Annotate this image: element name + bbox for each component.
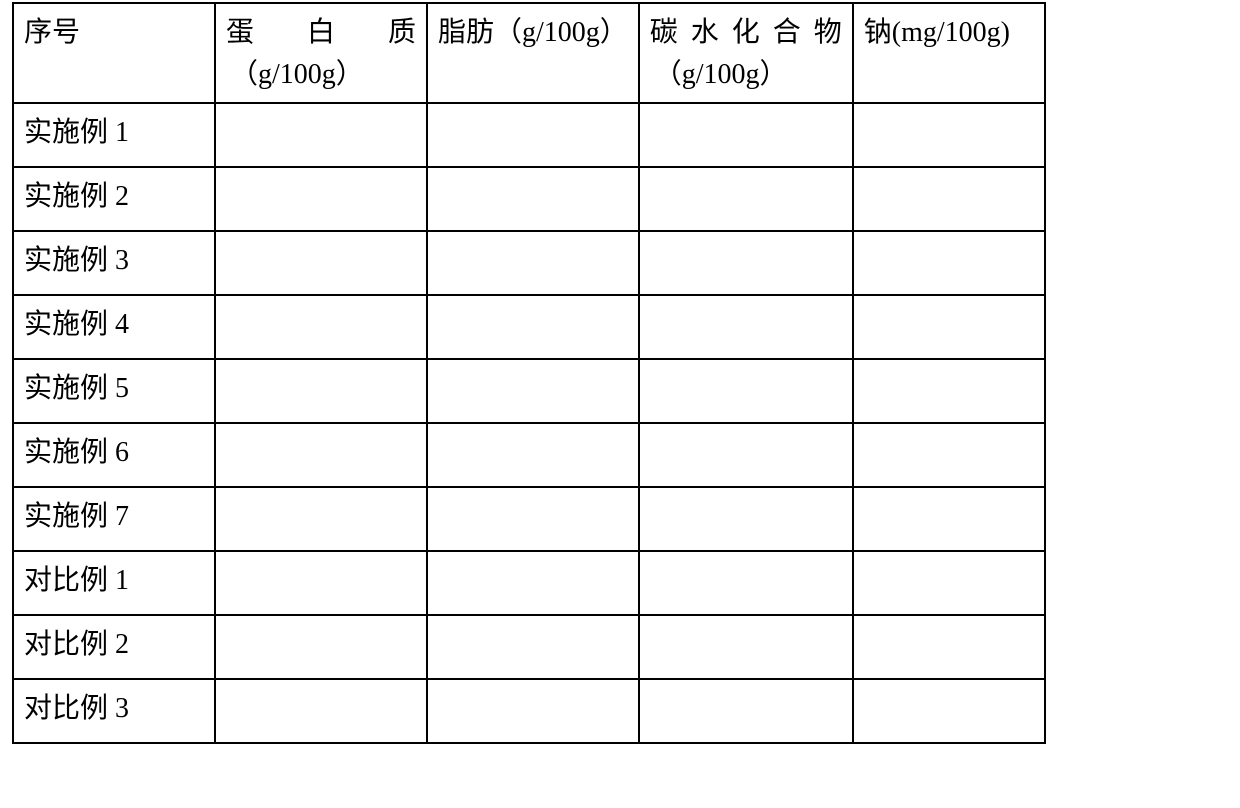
cell-sodium <box>853 487 1045 551</box>
table-row: 对比例 2 <box>13 615 1045 679</box>
cell-carb <box>639 679 853 743</box>
table-row: 实施例 3 <box>13 231 1045 295</box>
col-header-sodium: 钠(mg/100g) <box>853 3 1045 103</box>
cell-seq: 对比例 3 <box>13 679 215 743</box>
row-label: 实施例 5 <box>24 373 129 404</box>
table-row: 实施例 6 <box>13 423 1045 487</box>
col-header-seq-label: 序号 <box>24 12 204 54</box>
col-header-carb-line1: 碳水化合物 <box>650 12 842 54</box>
row-label: 实施例 2 <box>24 181 129 212</box>
cell-fat <box>427 423 639 487</box>
row-label: 对比例 3 <box>24 693 129 724</box>
cell-protein <box>215 423 427 487</box>
cell-seq: 实施例 1 <box>13 103 215 167</box>
cell-sodium <box>853 615 1045 679</box>
cell-carb <box>639 231 853 295</box>
col-header-carb-line2: （g/100g） <box>654 54 842 96</box>
table-row: 实施例 5 <box>13 359 1045 423</box>
cell-fat <box>427 167 639 231</box>
cell-carb <box>639 423 853 487</box>
table-row: 对比例 3 <box>13 679 1045 743</box>
cell-sodium <box>853 359 1045 423</box>
cell-fat <box>427 359 639 423</box>
table-header-row: 序号 蛋白质 （g/100g） 脂肪（g/100g） 碳水化合物 （g/100g… <box>13 3 1045 103</box>
cell-fat <box>427 295 639 359</box>
cell-protein <box>215 103 427 167</box>
cell-seq: 实施例 7 <box>13 487 215 551</box>
table-row: 实施例 2 <box>13 167 1045 231</box>
cell-sodium <box>853 423 1045 487</box>
cell-sodium <box>853 103 1045 167</box>
col-header-fat-label: 脂肪（g/100g） <box>438 12 628 54</box>
col-header-protein-line1: 蛋白质 <box>226 12 416 54</box>
row-label: 对比例 2 <box>24 629 129 660</box>
cell-protein <box>215 487 427 551</box>
cell-carb <box>639 167 853 231</box>
cell-fat <box>427 615 639 679</box>
cell-carb <box>639 615 853 679</box>
cell-carb <box>639 295 853 359</box>
cell-protein <box>215 551 427 615</box>
cell-protein <box>215 167 427 231</box>
cell-protein <box>215 359 427 423</box>
cell-sodium <box>853 551 1045 615</box>
col-header-seq: 序号 <box>13 3 215 103</box>
row-label: 实施例 7 <box>24 501 129 532</box>
page: 序号 蛋白质 （g/100g） 脂肪（g/100g） 碳水化合物 （g/100g… <box>0 0 1240 808</box>
table-row: 实施例 4 <box>13 295 1045 359</box>
cell-fat <box>427 487 639 551</box>
cell-seq: 实施例 3 <box>13 231 215 295</box>
nutrition-table: 序号 蛋白质 （g/100g） 脂肪（g/100g） 碳水化合物 （g/100g… <box>12 2 1046 744</box>
cell-seq: 对比例 2 <box>13 615 215 679</box>
cell-sodium <box>853 167 1045 231</box>
cell-protein <box>215 295 427 359</box>
cell-carb <box>639 487 853 551</box>
cell-protein <box>215 615 427 679</box>
cell-fat <box>427 103 639 167</box>
cell-fat <box>427 551 639 615</box>
table-row: 实施例 7 <box>13 487 1045 551</box>
cell-seq: 实施例 2 <box>13 167 215 231</box>
col-header-protein-line2: （g/100g） <box>230 54 416 96</box>
cell-seq: 实施例 4 <box>13 295 215 359</box>
cell-protein <box>215 679 427 743</box>
col-header-carb: 碳水化合物 （g/100g） <box>639 3 853 103</box>
cell-sodium <box>853 679 1045 743</box>
cell-seq: 实施例 6 <box>13 423 215 487</box>
col-header-protein: 蛋白质 （g/100g） <box>215 3 427 103</box>
row-label: 实施例 1 <box>24 117 129 148</box>
cell-fat <box>427 679 639 743</box>
table-row: 实施例 1 <box>13 103 1045 167</box>
cell-sodium <box>853 295 1045 359</box>
cell-carb <box>639 359 853 423</box>
row-label: 对比例 1 <box>24 565 129 596</box>
cell-seq: 实施例 5 <box>13 359 215 423</box>
cell-sodium <box>853 231 1045 295</box>
cell-seq: 对比例 1 <box>13 551 215 615</box>
cell-carb <box>639 103 853 167</box>
cell-fat <box>427 231 639 295</box>
row-label: 实施例 4 <box>24 309 129 340</box>
cell-protein <box>215 231 427 295</box>
col-header-fat: 脂肪（g/100g） <box>427 3 639 103</box>
table-row: 对比例 1 <box>13 551 1045 615</box>
row-label: 实施例 3 <box>24 245 129 276</box>
col-header-sodium-label: 钠(mg/100g) <box>864 12 1034 54</box>
row-label: 实施例 6 <box>24 437 129 468</box>
cell-carb <box>639 551 853 615</box>
